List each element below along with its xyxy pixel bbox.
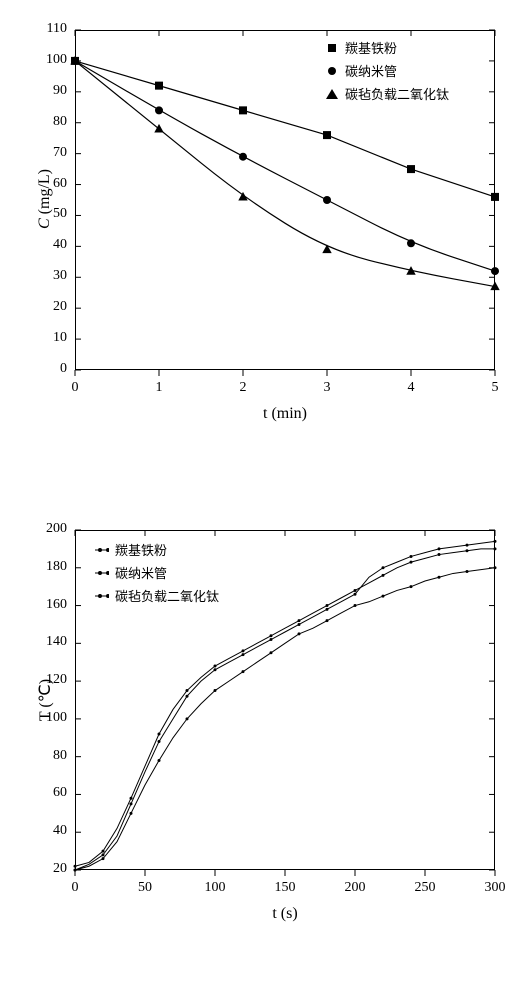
- legend-item: 碳毡负载二氧化钛: [95, 586, 219, 605]
- y-tick-label: 10: [53, 330, 67, 346]
- y-tick-label: 80: [53, 748, 67, 764]
- x-tick-label: 150: [270, 880, 300, 896]
- y-tick-label: 90: [53, 83, 67, 99]
- x-tick-label: 50: [130, 880, 160, 896]
- concentration-chart: 0123450102030405060708090100110t (min)C …: [15, 20, 515, 440]
- x-tick-label: 4: [401, 380, 421, 396]
- x-axis-label: t (s): [75, 905, 495, 923]
- y-tick-label: 100: [46, 52, 67, 68]
- legend-label: 羰基铁粉: [115, 540, 167, 559]
- y-tick-label: 110: [47, 21, 67, 37]
- y-tick-label: 80: [53, 114, 67, 130]
- x-tick-label: 0: [60, 880, 90, 896]
- legend-item: 羰基铁粉: [325, 38, 449, 57]
- x-tick-label: 250: [410, 880, 440, 896]
- x-tick-label: 200: [340, 880, 370, 896]
- legend: 羰基铁粉碳纳米管碳毡负载二氧化钛: [95, 540, 219, 609]
- x-tick-label: 5: [485, 380, 505, 396]
- legend-label: 碳毡负载二氧化钛: [115, 586, 219, 605]
- legend-item: 碳毡负载二氧化钛: [325, 84, 449, 103]
- y-tick-label: 180: [46, 559, 67, 575]
- y-tick-label: 160: [46, 597, 67, 613]
- y-axis-label: T (℃): [35, 665, 55, 735]
- y-tick-label: 140: [46, 634, 67, 650]
- y-tick-label: 20: [53, 861, 67, 877]
- x-tick-label: 300: [480, 880, 510, 896]
- y-tick-label: 40: [53, 237, 67, 253]
- y-tick-label: 60: [53, 176, 67, 192]
- legend-label: 碳纳米管: [345, 61, 397, 80]
- legend-marker-icon: [95, 589, 109, 603]
- x-axis-label: t (min): [75, 405, 495, 423]
- legend-label: 羰基铁粉: [345, 38, 397, 57]
- legend-marker-icon: [95, 566, 109, 580]
- x-tick-label: 0: [65, 380, 85, 396]
- x-tick-label: 100: [200, 880, 230, 896]
- legend-marker-icon: [325, 41, 339, 55]
- legend: 羰基铁粉碳纳米管碳毡负载二氧化钛: [325, 38, 449, 107]
- y-tick-label: 20: [53, 299, 67, 315]
- y-tick-label: 50: [53, 206, 67, 222]
- legend-marker-icon: [325, 87, 339, 101]
- legend-label: 碳毡负载二氧化钛: [345, 84, 449, 103]
- x-tick-label: 1: [149, 380, 169, 396]
- legend-item: 碳纳米管: [325, 61, 449, 80]
- legend-marker-icon: [95, 543, 109, 557]
- y-tick-label: 40: [53, 823, 67, 839]
- y-tick-label: 0: [60, 361, 67, 377]
- chart-svg: [15, 520, 515, 940]
- y-tick-label: 200: [46, 521, 67, 537]
- y-tick-label: 70: [53, 145, 67, 161]
- x-tick-label: 2: [233, 380, 253, 396]
- legend-marker-icon: [325, 64, 339, 78]
- legend-item: 碳纳米管: [95, 563, 219, 582]
- temperature-chart: 0501001502002503002040608010012014016018…: [15, 520, 515, 940]
- y-axis-label: C (mg/L): [36, 159, 54, 239]
- y-tick-label: 60: [53, 785, 67, 801]
- x-tick-label: 3: [317, 380, 337, 396]
- y-tick-label: 30: [53, 268, 67, 284]
- legend-item: 羰基铁粉: [95, 540, 219, 559]
- legend-label: 碳纳米管: [115, 563, 167, 582]
